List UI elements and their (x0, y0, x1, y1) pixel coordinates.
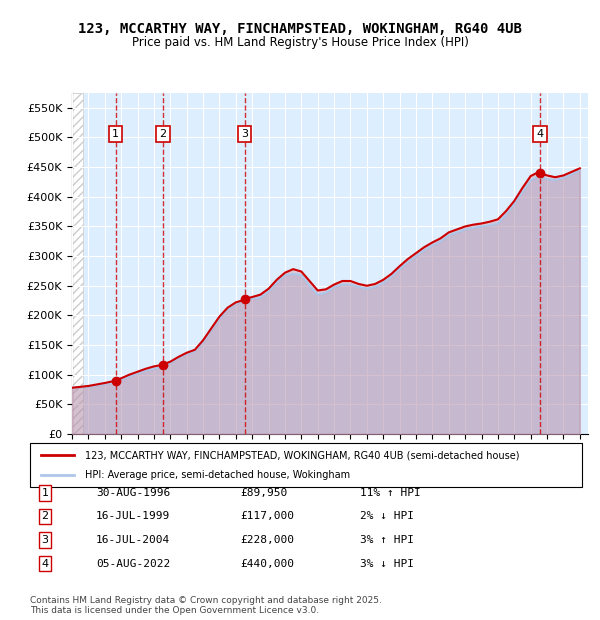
Text: 1: 1 (112, 129, 119, 139)
Text: 2: 2 (41, 512, 49, 521)
Text: 3% ↓ HPI: 3% ↓ HPI (360, 559, 414, 569)
Text: 3% ↑ HPI: 3% ↑ HPI (360, 535, 414, 545)
Text: 30-AUG-1996: 30-AUG-1996 (96, 488, 170, 498)
Text: 16-JUL-2004: 16-JUL-2004 (96, 535, 170, 545)
Text: 2% ↓ HPI: 2% ↓ HPI (360, 512, 414, 521)
Text: 11% ↑ HPI: 11% ↑ HPI (360, 488, 421, 498)
Text: 05-AUG-2022: 05-AUG-2022 (96, 559, 170, 569)
Text: 2: 2 (159, 129, 166, 139)
Text: 16-JUL-1999: 16-JUL-1999 (96, 512, 170, 521)
Text: 123, MCCARTHY WAY, FINCHAMPSTEAD, WOKINGHAM, RG40 4UB (semi-detached house): 123, MCCARTHY WAY, FINCHAMPSTEAD, WOKING… (85, 451, 520, 461)
Text: 4: 4 (41, 559, 49, 569)
Text: 4: 4 (537, 129, 544, 139)
Text: 3: 3 (41, 535, 49, 545)
Text: £440,000: £440,000 (240, 559, 294, 569)
Text: 123, MCCARTHY WAY, FINCHAMPSTEAD, WOKINGHAM, RG40 4UB: 123, MCCARTHY WAY, FINCHAMPSTEAD, WOKING… (78, 22, 522, 36)
Text: Price paid vs. HM Land Registry's House Price Index (HPI): Price paid vs. HM Land Registry's House … (131, 36, 469, 49)
FancyBboxPatch shape (30, 443, 582, 487)
Text: £228,000: £228,000 (240, 535, 294, 545)
Text: 1: 1 (41, 488, 49, 498)
Bar (72, 93, 80, 434)
Text: 3: 3 (241, 129, 248, 139)
Text: £89,950: £89,950 (240, 488, 287, 498)
Text: HPI: Average price, semi-detached house, Wokingham: HPI: Average price, semi-detached house,… (85, 469, 350, 479)
Text: £117,000: £117,000 (240, 512, 294, 521)
Text: Contains HM Land Registry data © Crown copyright and database right 2025.
This d: Contains HM Land Registry data © Crown c… (30, 596, 382, 615)
